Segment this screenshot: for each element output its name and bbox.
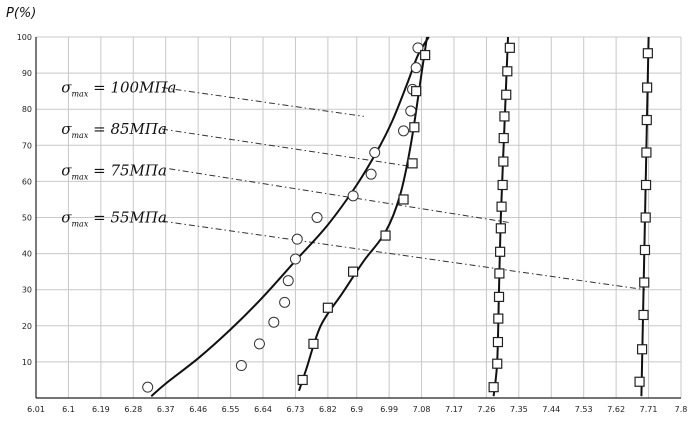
series-4-point bbox=[641, 114, 652, 126]
series-1-point bbox=[282, 275, 294, 287]
series-1-point bbox=[311, 212, 323, 223]
annotation-label: σmax = 55МПа bbox=[61, 209, 167, 229]
series-3-point bbox=[492, 336, 504, 348]
annotation-label: σmax = 75МПа bbox=[61, 162, 167, 182]
series-3-point bbox=[504, 42, 515, 53]
series-2-point bbox=[322, 302, 333, 313]
x-tick-label: 6.28 bbox=[124, 405, 142, 414]
x-tick-label: 6.99 bbox=[380, 405, 398, 414]
x-tick-label: 7.44 bbox=[542, 405, 560, 414]
y-tick-label: 50 bbox=[22, 214, 32, 223]
annotations: σmax = 100МПа σmax = 85МПа σmax = 75МПа σma… bbox=[61, 79, 646, 291]
series-1-point bbox=[347, 190, 359, 202]
series-1-point bbox=[235, 360, 247, 372]
series-3-point bbox=[488, 382, 499, 393]
y-tick-label: 20 bbox=[22, 322, 32, 331]
series-4-point bbox=[640, 179, 652, 191]
x-tick-label: 7.26 bbox=[478, 405, 496, 414]
series-4-point bbox=[639, 244, 651, 256]
series-1-point bbox=[410, 62, 422, 74]
axes bbox=[35, 37, 681, 399]
series-1-point bbox=[279, 296, 291, 308]
x-tick-label: 6.37 bbox=[157, 405, 175, 414]
series-3-point bbox=[495, 246, 506, 257]
annotation-label: σmax = 85МПа bbox=[61, 120, 167, 140]
x-tick-label: 7.53 bbox=[575, 405, 593, 414]
x-tick-label: 6.82 bbox=[319, 405, 337, 414]
series-3-point bbox=[498, 132, 509, 144]
x-tick-label: 7.71 bbox=[640, 405, 658, 414]
series-2-point bbox=[411, 86, 422, 97]
series-1-point bbox=[142, 381, 154, 393]
series-3-point bbox=[499, 111, 510, 122]
series-2-point bbox=[380, 230, 391, 241]
series-3-point bbox=[496, 201, 507, 212]
x-tick-label: 7.62 bbox=[607, 405, 625, 414]
tick-labels: 6.01 6.1 6.19 6.28 6.37 6.46 6.55 6.64 6.73 6.82 6… bbox=[17, 33, 688, 414]
series-1-point bbox=[253, 338, 265, 350]
series-4-point bbox=[638, 309, 649, 321]
x-tick-label: 6.46 bbox=[189, 405, 207, 414]
x-tick-label: 7.08 bbox=[413, 405, 431, 414]
series-2-point bbox=[420, 49, 431, 61]
markers bbox=[142, 42, 653, 393]
annotation-line bbox=[162, 220, 646, 291]
series-2-point bbox=[297, 374, 308, 386]
x-tick-label: 6.73 bbox=[287, 405, 305, 414]
y-tick-label: 60 bbox=[22, 177, 32, 186]
y-tick-label: 10 bbox=[22, 358, 32, 367]
y-tick-label: 80 bbox=[22, 105, 32, 114]
series-3-point bbox=[493, 313, 504, 324]
series-4-point bbox=[640, 212, 651, 223]
x-tick-label: 6.1 bbox=[62, 405, 75, 414]
series-4-point bbox=[636, 344, 648, 355]
series-1-point bbox=[369, 147, 381, 159]
y-tick-label: 40 bbox=[22, 250, 32, 259]
series-3-point bbox=[495, 223, 506, 234]
series-4-point bbox=[642, 82, 653, 93]
series-4-point bbox=[639, 277, 650, 288]
x-tick-label: 6.64 bbox=[254, 405, 272, 414]
x-tick-label: 6.9 bbox=[350, 405, 363, 414]
series-4-point bbox=[634, 376, 645, 387]
series-1-point bbox=[289, 253, 301, 265]
series-1-point bbox=[365, 168, 377, 180]
x-tick-label: 6.55 bbox=[222, 405, 240, 414]
series-3-point bbox=[493, 291, 505, 303]
series-3-point bbox=[501, 89, 512, 100]
series-1-point bbox=[268, 316, 280, 328]
x-tick-label: 7.35 bbox=[510, 405, 528, 414]
series-2-point bbox=[398, 194, 409, 205]
series-1-curve bbox=[150, 36, 430, 397]
series-3-point bbox=[502, 66, 513, 77]
x-tick-label: 7.8 bbox=[675, 405, 688, 414]
y-tick-label: 90 bbox=[22, 69, 32, 78]
series-1-point bbox=[291, 233, 303, 245]
series-1-point bbox=[405, 105, 417, 117]
annotation-line bbox=[169, 168, 512, 224]
series-3-point bbox=[497, 179, 508, 191]
x-tick-label: 6.19 bbox=[92, 405, 110, 414]
series-2-point bbox=[347, 266, 359, 277]
x-tick-label: 7.17 bbox=[445, 405, 463, 414]
series-1-point bbox=[398, 125, 410, 137]
series-2-point bbox=[407, 158, 418, 169]
series-3-point bbox=[494, 268, 505, 279]
y-tick-label: 30 bbox=[22, 286, 32, 295]
series-2-point bbox=[308, 338, 319, 349]
x-tick-label: 6.01 bbox=[27, 405, 45, 414]
series-4-point bbox=[642, 48, 653, 59]
series-4-point bbox=[641, 147, 652, 158]
y-tick-label: 100 bbox=[17, 33, 32, 42]
curves bbox=[150, 36, 650, 397]
annotation-label: σmax = 100МПа bbox=[61, 79, 176, 99]
series-2-point bbox=[409, 122, 420, 133]
y-tick-label: 70 bbox=[22, 141, 32, 150]
series-3-point bbox=[498, 156, 509, 167]
series-3-point bbox=[492, 358, 503, 369]
y-axis-label: P(%) bbox=[6, 6, 36, 21]
